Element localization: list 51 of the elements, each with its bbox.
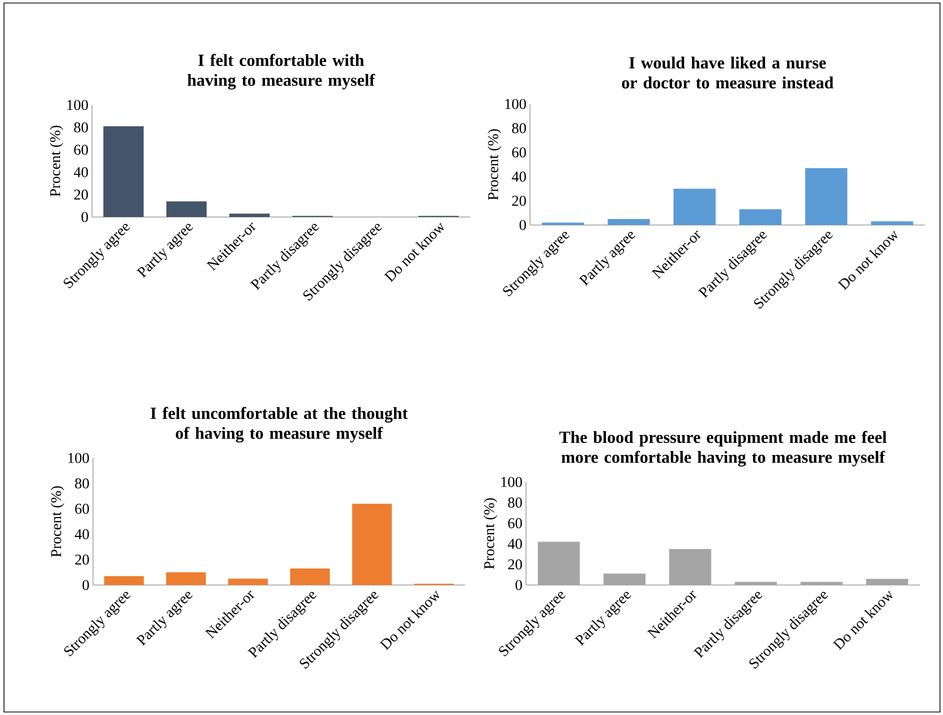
bar — [674, 188, 716, 225]
y-tick-label: 40 — [512, 172, 526, 182]
y-tick-label: 0 — [516, 580, 522, 590]
y-tick-label: 60 — [74, 144, 88, 155]
y-axis-title: Procent (%) — [488, 129, 502, 200]
chart-title: The blood pressure equipment made me feel more comfortable having to measure myself — [559, 430, 887, 466]
bar — [669, 548, 712, 585]
bar — [734, 582, 777, 585]
y-tick-label: 80 — [512, 123, 526, 134]
y-tick-label: 40 — [74, 167, 88, 178]
y-tick-label: 80 — [75, 478, 89, 488]
y-tick-label: 0 — [82, 212, 88, 222]
y-tick-label: 60 — [508, 518, 522, 528]
y-tick-label: 20 — [508, 559, 522, 570]
bar — [166, 572, 206, 585]
y-tick-label: 60 — [512, 147, 526, 158]
bar — [290, 568, 330, 585]
y-tick-label: 100 — [505, 98, 526, 110]
chart-title: I felt comfortable with having to measure myself — [187, 54, 376, 90]
bar — [871, 221, 914, 225]
y-tick-label: 20 — [75, 554, 89, 565]
y-tick-label: 0 — [82, 580, 89, 590]
y-tick-label: 0 — [520, 220, 526, 230]
y-tick-label: 100 — [501, 476, 522, 488]
bar — [805, 168, 848, 225]
y-tick-label: 40 — [508, 538, 522, 549]
bar — [608, 218, 650, 225]
y-axis-title: Procent (%) — [50, 126, 64, 196]
bar — [538, 542, 580, 585]
y-tick-label: 20 — [74, 190, 88, 200]
bar — [739, 209, 782, 225]
bar — [229, 214, 270, 217]
bar — [800, 582, 843, 585]
bar — [104, 576, 144, 585]
bar — [352, 504, 392, 585]
bar — [603, 574, 646, 585]
bar — [228, 578, 268, 585]
bar — [103, 126, 144, 217]
bar — [166, 201, 207, 217]
y-tick-label: 60 — [75, 504, 89, 514]
y-tick-label: 100 — [67, 100, 88, 110]
chart-title: I felt uncomfortable at the thought of having to measure myself — [150, 406, 408, 442]
y-tick-label: 80 — [508, 498, 522, 508]
y-axis-title: Procent (%) — [484, 498, 498, 569]
y-tick-label: 40 — [74, 529, 89, 540]
y-tick-label: 20 — [512, 196, 526, 206]
y-tick-label: 80 — [74, 122, 88, 132]
bar — [866, 578, 908, 585]
y-axis-title: Procent (%) — [50, 486, 64, 557]
chart-title: I would have liked a nurse or doctor to measure instead — [622, 56, 834, 88]
y-tick-label: 100 — [68, 452, 89, 464]
